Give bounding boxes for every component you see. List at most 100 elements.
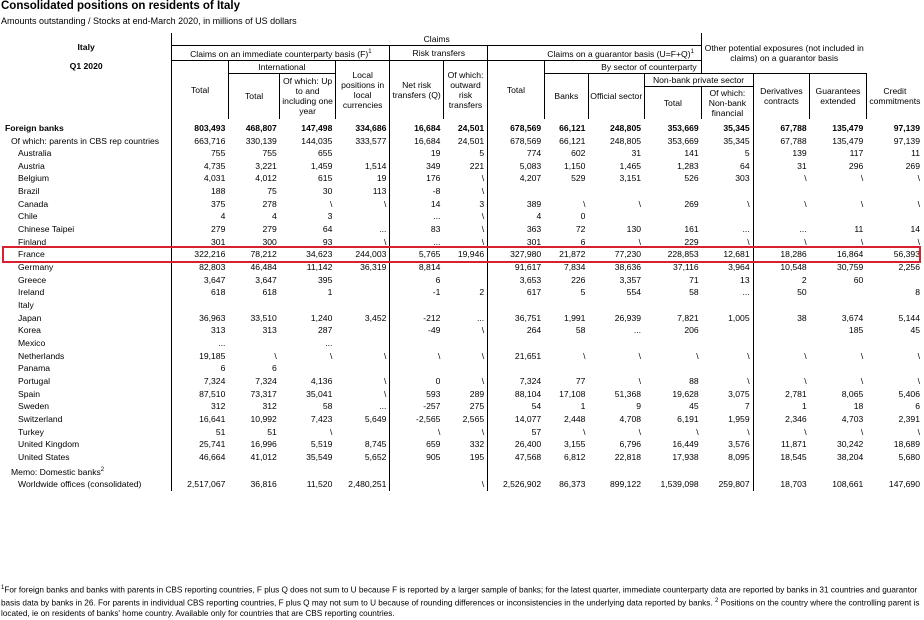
table-cell: 5,083 [487, 159, 545, 173]
table-cell [389, 337, 444, 350]
table-cell: 905 [389, 450, 444, 464]
row-label: Sweden [18, 401, 50, 412]
table-cell: 67,788 [752, 118, 810, 135]
table-cell [810, 210, 867, 223]
row-label: Chile [18, 211, 38, 222]
table-cell: 663,716 [171, 134, 229, 148]
table-cell: 5,519 [310, 439, 333, 450]
table-cell: 526 [684, 173, 699, 184]
table-cell: 4 [272, 211, 277, 222]
table-cell [644, 337, 702, 350]
table-cell: \ [583, 350, 586, 361]
table-cell: \ [329, 350, 333, 361]
table-row: Brazil 188 75 30 113 -8 \ [1, 185, 923, 198]
table-cell: \ [384, 198, 387, 209]
table-cell: 37,116 [673, 262, 699, 273]
table-cell: 333,577 [355, 135, 387, 146]
table-cell: 3,357 [619, 274, 642, 285]
header-guarantor: Claims on a guarantor basis (U=F+Q)1 [487, 45, 754, 61]
table-cell: 2,346 [752, 412, 810, 426]
table-cell: 529 [571, 173, 586, 184]
table-row: Memo: Domestic banks2 [1, 463, 923, 479]
table-cell: 229 [684, 236, 699, 247]
table-cell: 615 [318, 173, 333, 184]
table-cell: \ [696, 426, 699, 437]
page-title: Consolidated positions on residents of I… [1, 0, 240, 12]
table-row: Ireland 618 618 1 -1 2 617 5 554 58... 50 8 [1, 286, 923, 300]
table-cell: 618 [171, 286, 229, 300]
table-cell: \ [752, 197, 810, 211]
table-cell: 1,283 [677, 160, 699, 171]
table-cell [866, 299, 923, 312]
table-cell: 16,684 [389, 118, 444, 135]
table-cell [644, 362, 702, 375]
table-cell: 269 [684, 198, 699, 209]
row-label: Germany [18, 262, 54, 273]
table-row: Spain 87,510 73,317 35,041 \ 593 289 88,104 17,1… [1, 387, 923, 401]
table-row: Chinese Taipei 279 279 64... 83 \ 363 72 130 161.… [1, 223, 923, 236]
table-cell: 4 [487, 210, 545, 224]
table-cell: 56,393 [893, 249, 920, 260]
table-cell [588, 185, 644, 198]
table-cell: 6,191 [677, 413, 699, 424]
table-cell: 46,484 [250, 262, 277, 273]
table-cell: 334,686 [355, 122, 387, 133]
header-col-guar: Guarantees extended [809, 73, 867, 119]
table-cell: \ [917, 173, 920, 184]
table-cell: 113 [372, 186, 387, 197]
table-cell: \ [752, 349, 810, 363]
table-cell: 50 [752, 286, 810, 300]
table-cell: \ [860, 350, 864, 361]
row-label: Ireland [18, 287, 45, 298]
table-row: Foreign banks 803,493 468,807 147,498 334,68… [1, 118, 923, 135]
header-col-total: Total [171, 59, 229, 119]
table-cell: 21,651 [487, 349, 545, 363]
table-cell: 7,821 [677, 312, 699, 323]
row-label: Memo: Domestic banks2 [11, 466, 105, 477]
table-cell: 11 [854, 224, 864, 235]
table-cell [702, 464, 753, 479]
table-cell: \ [752, 374, 810, 388]
table-cell: 5,652 [364, 451, 387, 462]
table-cell: 5,144 [898, 312, 920, 323]
table-cell [335, 147, 390, 160]
table-cell: 30,242 [836, 439, 864, 450]
table-cell: 6,796 [619, 439, 642, 450]
table-cell: 6 [272, 363, 277, 374]
table-cell [487, 299, 545, 312]
table-cell: \ [747, 198, 750, 209]
table-cell: \ [752, 425, 810, 439]
table-cell: 206 [684, 325, 699, 336]
table-cell: 655 [318, 148, 333, 159]
row-label: Spain [18, 388, 40, 399]
table-cell: 139 [752, 147, 810, 160]
table-cell [389, 299, 444, 312]
table-cell: 30,759 [836, 262, 864, 273]
table-cell: 26,939 [614, 312, 642, 323]
row-label: Chinese Taipei [18, 224, 75, 235]
table-cell: 185 [848, 325, 864, 336]
table-cell: 296 [848, 160, 864, 171]
table-cell: 31 [752, 159, 810, 173]
table-cell: 57 [487, 425, 545, 439]
table-cell: 17,108 [559, 388, 586, 399]
table-cell: 58 [689, 287, 699, 298]
table-row: Netherlands 19,185 \ \ \ \ \ 21,651 \ \ \ \ \ \ \ [1, 349, 923, 363]
table-cell: 161 [684, 224, 699, 235]
footnote-1: For foreign banks and banks with parents… [1, 585, 918, 608]
table-row: Korea 313 313 287 -49 \ 264 58... 206 185 45 [1, 324, 923, 338]
table-cell: 755 [171, 147, 229, 160]
table-row: Austria 4,735 3,221 1,459 1,514 349 221 5,083 1,… [1, 159, 923, 173]
table-cell: 332 [469, 439, 485, 450]
header-by-sector: By sector of counterparty [543, 59, 754, 74]
header-col-nb-fin: Of which: Non-bank financial [701, 85, 754, 119]
table-row: Switzerland 16,641 10,992 7,423 5,649 -2,565 2… [1, 412, 923, 426]
table-cell [810, 464, 867, 479]
table-cell: 11 [911, 148, 920, 159]
table-cell: 77,230 [614, 249, 642, 260]
table-cell: 14 [389, 197, 444, 211]
table-cell: 803,493 [171, 118, 229, 135]
table-cell: \ [329, 198, 333, 209]
table-cell: -49 [389, 324, 444, 338]
header-claims: Claims [171, 33, 702, 46]
